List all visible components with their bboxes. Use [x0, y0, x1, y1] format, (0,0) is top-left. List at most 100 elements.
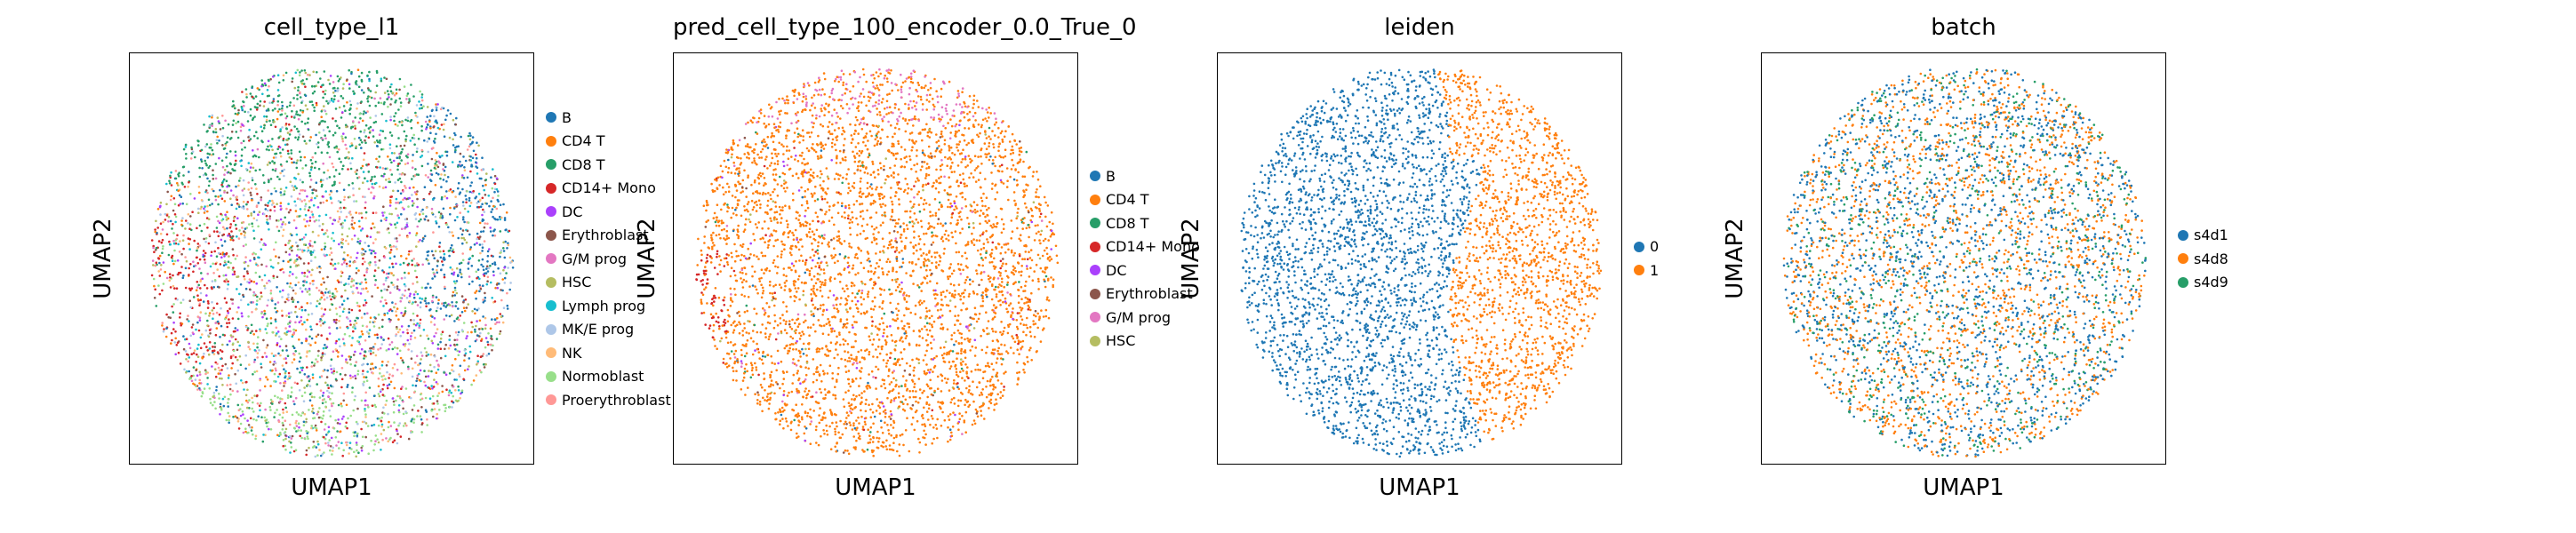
- data-point: [261, 83, 264, 86]
- data-point: [318, 214, 321, 218]
- data-point: [333, 146, 336, 149]
- data-point: [487, 332, 490, 335]
- data-point: [773, 320, 777, 322]
- data-point: [1038, 257, 1042, 260]
- data-point: [426, 115, 429, 118]
- data-point: [478, 235, 482, 238]
- data-point: [324, 288, 328, 290]
- data-point: [276, 89, 280, 91]
- data-point: [293, 402, 296, 406]
- data-point: [408, 98, 411, 100]
- data-point: [439, 256, 443, 259]
- data-point: [253, 358, 257, 362]
- data-point: [836, 135, 839, 138]
- data-point: [317, 416, 321, 419]
- data-point: [409, 139, 412, 142]
- data-point: [398, 328, 402, 331]
- data-point: [177, 175, 180, 178]
- data-point: [354, 319, 356, 322]
- data-point: [292, 346, 296, 350]
- data-point: [324, 346, 328, 349]
- data-point: [497, 266, 500, 270]
- data-point: [360, 71, 364, 75]
- data-point: [969, 282, 972, 286]
- data-point: [336, 430, 339, 433]
- data-point: [256, 356, 259, 359]
- data-point: [379, 372, 381, 375]
- data-point: [171, 338, 173, 342]
- data-point: [401, 386, 404, 388]
- data-point: [169, 174, 172, 178]
- data-point: [394, 100, 396, 104]
- data-point: [480, 263, 483, 266]
- data-point: [895, 270, 898, 274]
- data-point: [268, 280, 272, 283]
- data-point: [204, 189, 208, 192]
- data-point: [322, 162, 324, 165]
- data-point: [264, 84, 268, 87]
- data-point: [264, 208, 268, 211]
- data-point: [430, 211, 434, 215]
- data-point: [468, 138, 472, 141]
- data-point: [416, 225, 420, 228]
- data-point: [322, 222, 324, 226]
- data-point: [279, 163, 283, 166]
- data-point: [322, 129, 325, 131]
- data-point: [455, 266, 459, 270]
- data-point: [202, 250, 205, 252]
- data-point: [324, 190, 327, 193]
- data-point: [181, 276, 185, 280]
- data-point: [273, 372, 276, 376]
- data-point: [347, 384, 349, 386]
- data-point: [211, 115, 213, 119]
- data-point: [291, 286, 293, 290]
- data-point: [879, 419, 883, 423]
- data-point: [251, 222, 253, 225]
- data-point: [430, 157, 434, 161]
- data-point: [463, 354, 467, 357]
- data-point: [390, 212, 394, 216]
- data-point: [468, 257, 472, 259]
- data-point: [220, 197, 224, 200]
- data-point: [420, 354, 424, 357]
- data-point: [499, 330, 502, 333]
- data-point: [456, 349, 459, 353]
- data-point: [470, 265, 474, 267]
- data-point: [311, 155, 314, 159]
- data-point: [390, 161, 393, 164]
- data-point: [308, 399, 312, 402]
- data-point: [477, 259, 481, 262]
- data-point: [343, 251, 346, 254]
- data-point: [836, 259, 839, 263]
- data-point: [388, 320, 392, 323]
- data-point: [454, 389, 457, 392]
- data-point: [427, 338, 430, 340]
- data-point: [340, 223, 342, 226]
- data-point: [290, 391, 293, 394]
- data-point: [410, 250, 413, 252]
- data-point: [992, 146, 996, 149]
- data-point: [196, 227, 198, 230]
- data-point: [314, 455, 317, 458]
- data-point: [418, 372, 420, 376]
- data-point: [155, 261, 158, 264]
- data-point: [348, 320, 352, 322]
- data-point: [399, 435, 403, 438]
- data-point: [785, 137, 788, 139]
- data-point: [198, 244, 201, 247]
- data-point: [244, 417, 246, 420]
- data-point: [877, 94, 881, 97]
- data-point: [1022, 160, 1025, 163]
- data-point: [260, 248, 263, 251]
- data-point: [430, 339, 434, 343]
- data-point: [236, 390, 239, 393]
- data-point: [362, 287, 365, 290]
- data-point: [431, 315, 434, 318]
- data-point: [457, 389, 460, 392]
- data-point: [288, 155, 292, 159]
- data-point: [328, 409, 331, 412]
- data-point: [332, 350, 335, 354]
- data-point: [247, 340, 250, 344]
- data-point: [170, 331, 173, 335]
- data-point: [472, 379, 476, 382]
